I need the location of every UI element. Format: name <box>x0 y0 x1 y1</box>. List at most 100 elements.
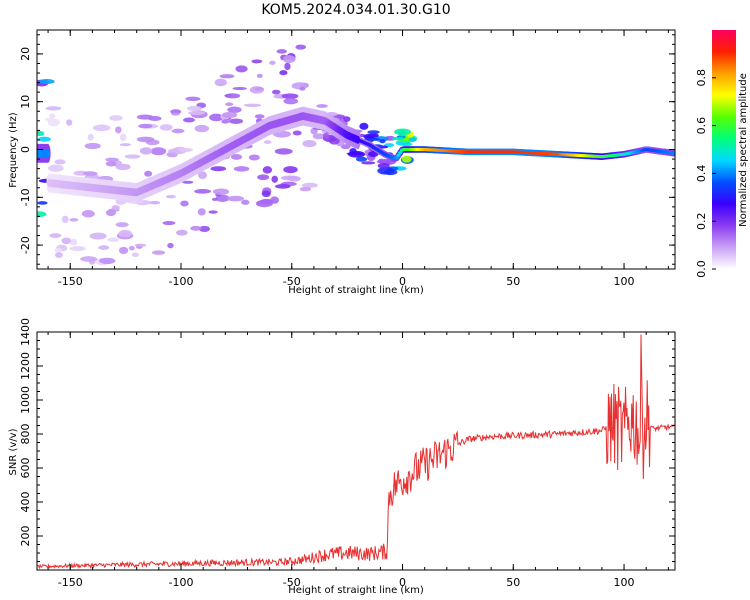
spectrogram-cell <box>105 157 119 162</box>
spectrogram-cell <box>188 110 206 116</box>
spectrogram-cell <box>186 105 203 112</box>
spectrogram-cell <box>98 245 110 250</box>
y-tick-label: 1400 <box>19 318 32 346</box>
spectrogram-cell <box>261 190 271 198</box>
spectrogram-cell <box>391 136 405 141</box>
spectrogram-cell <box>363 137 381 141</box>
spectrogram-cell <box>377 167 395 175</box>
spectrogram-cell <box>87 133 94 141</box>
spectrogram-cell <box>271 175 279 183</box>
spectrogram-cell <box>359 122 369 130</box>
snr-plot-area <box>37 332 675 570</box>
chart-title: KOM5.2024.034.01.30.G10 <box>261 2 450 18</box>
colorbar-label: Normalized spectral amplitude <box>738 73 749 227</box>
spectrogram-cell <box>243 103 262 108</box>
spectrogram-cell <box>159 124 173 131</box>
spectrogram-cell <box>136 136 155 143</box>
spectrogram-cell <box>224 93 241 99</box>
spectrogram-cell <box>241 199 250 205</box>
spectrogram-cell <box>340 144 351 150</box>
spectrogram-cell <box>194 189 212 194</box>
spectrogram-cell <box>171 128 185 134</box>
spectrogram-cell <box>81 210 95 218</box>
spectrogram-cell <box>37 211 47 218</box>
spectrogram-cell <box>139 147 153 155</box>
spectrogram-cell <box>182 180 194 184</box>
spectrogram-cell <box>92 124 111 132</box>
colorbar: 0.0 0.2 0.4 0.6 0.8 Normalized spectral ampl… <box>695 30 749 278</box>
spectrogram-cell <box>69 246 86 252</box>
spectrogram-cell <box>256 73 263 78</box>
spectrogram-cell <box>47 164 64 172</box>
spectrogram-cell <box>302 140 317 148</box>
spectrogram-cell <box>61 237 72 245</box>
spectrogram-cell <box>401 155 412 163</box>
spectrogram-cell <box>162 221 176 226</box>
spectrogram-ridge-core <box>396 153 401 157</box>
spectrogram-cell <box>361 161 376 165</box>
snr-y-axis-label: SNR (v/v) <box>8 428 19 475</box>
spectrogram-cell <box>198 225 211 232</box>
spectrogram-cell <box>128 245 135 251</box>
spectrogram-cell <box>251 59 263 64</box>
spectrogram-cell <box>37 136 51 142</box>
spectrogram-ridge-core <box>672 151 675 155</box>
spectrogram-cell <box>144 170 153 177</box>
x-tick-label: -100 <box>169 275 194 288</box>
spectrogram-cell <box>111 205 120 211</box>
spectrogram-cell <box>219 74 235 79</box>
colorbar-tick-label: 0.8 <box>695 69 708 87</box>
spectrogram-cell <box>283 98 299 105</box>
spectrogram-cell <box>82 171 98 176</box>
spectrogram-cell <box>84 142 101 150</box>
spectrogram-x-ticks: -150 -100 -50 0 50 100 <box>47 30 669 288</box>
spectrogram-cell <box>49 233 62 238</box>
spectrogram-y-axis-label: Frequency (Hz) <box>8 112 19 188</box>
spectrogram-cell <box>119 143 131 147</box>
spectrogram-cell <box>66 119 73 126</box>
spectrogram-cell <box>408 137 417 142</box>
spectrogram-cell <box>316 104 328 108</box>
spectrogram-cell <box>284 62 291 71</box>
spectrogram-cell <box>370 133 379 138</box>
spectrogram-cell <box>61 215 69 224</box>
spectrogram-cell <box>119 133 127 142</box>
spectrogram-cell <box>118 229 132 238</box>
spectrogram-cell <box>292 130 302 136</box>
snr-panel: -150 -100 -50 0 50 100 200 400 600 800 1000 1200 14… <box>8 318 676 596</box>
snr-x-ticks: -150 -100 -50 0 50 100 <box>47 332 669 589</box>
spectrogram-cell <box>212 188 230 195</box>
x-tick-label: -100 <box>169 576 194 589</box>
x-tick-label: -150 <box>58 576 83 589</box>
spectrogram-cell <box>254 114 265 119</box>
spectrogram-cell <box>138 123 153 129</box>
spectrogram-cell <box>270 196 279 204</box>
spectrogram-cell <box>55 252 63 258</box>
spectrogram-cell <box>257 174 270 181</box>
spectrogram-cell <box>282 55 296 63</box>
y-tick-label: 0 <box>19 146 32 153</box>
spectrogram-cell <box>400 142 413 147</box>
y-tick-label: 20 <box>19 47 32 61</box>
spectrogram-cell <box>301 182 319 188</box>
y-tick-label: 1000 <box>19 386 32 414</box>
spectrogram-ridge-core <box>45 149 50 158</box>
spectrogram-cell <box>209 113 224 122</box>
colorbar-ticks: 0.0 0.2 0.4 0.6 0.8 <box>695 69 716 278</box>
colorbar-tick-label: 0.4 <box>695 165 708 183</box>
spectrogram-cell <box>347 150 366 158</box>
spectrogram-cell <box>262 166 273 174</box>
spectrogram-cell <box>151 250 166 255</box>
spectrogram-cell <box>379 139 386 144</box>
spectrogram-ridge-core <box>398 151 403 155</box>
spectrogram-cell <box>194 124 210 133</box>
spectrogram-cell <box>69 218 79 222</box>
spectrogram-cell <box>248 154 260 161</box>
spectrogram-cell <box>299 186 312 192</box>
y-tick-label: 600 <box>19 458 32 479</box>
spectrogram-cell <box>37 201 48 205</box>
spectrogram-y-ticks: -20 -10 0 10 20 <box>19 34 675 265</box>
spectrogram-cell <box>398 129 406 137</box>
spectrogram-cell <box>177 147 193 152</box>
